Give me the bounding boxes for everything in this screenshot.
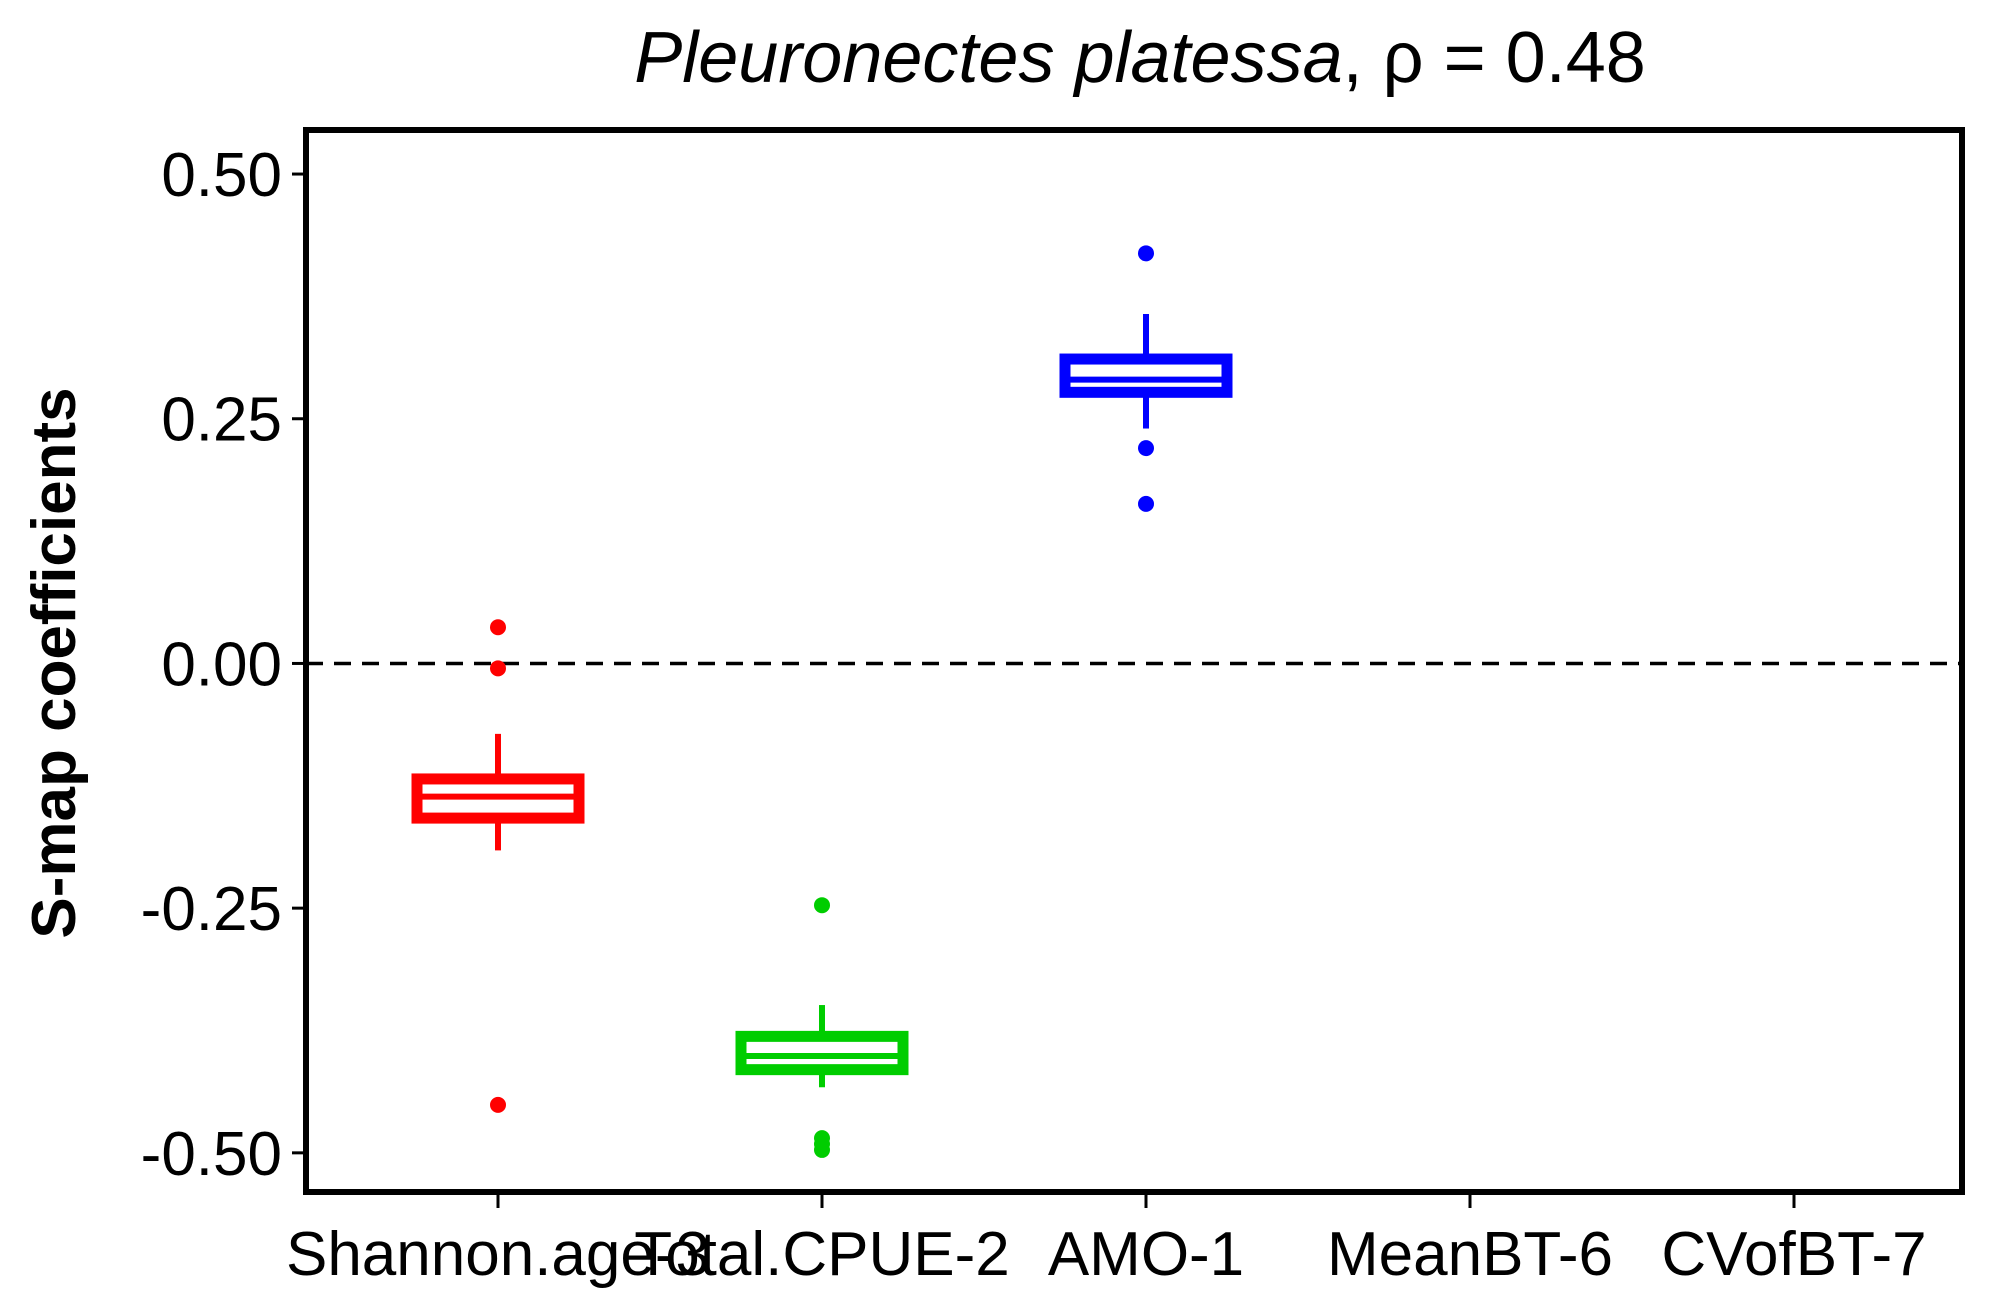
outlier-point	[490, 1096, 506, 1113]
outlier-point	[490, 660, 506, 677]
outlier-point	[1138, 440, 1154, 457]
x-tick-label: AMO-1	[1048, 1220, 1244, 1289]
y-tick-label: -0.50	[141, 1120, 282, 1189]
chart-title: Pleuronectes platessa, ρ = 0.48	[634, 18, 1646, 98]
outlier-point	[814, 1141, 830, 1158]
x-tick-label: MeanBT-6	[1327, 1220, 1613, 1289]
plot-border	[303, 127, 1965, 1195]
title-statistic: ρ = 0.48	[1383, 18, 1646, 98]
y-axis-label: S-map coefficients	[20, 387, 89, 938]
outlier-point	[1138, 495, 1154, 512]
plot-area	[306, 245, 1962, 1158]
y-axis: -0.50 -0.25 0.00 0.25 0.50	[141, 141, 306, 1189]
box-shannon-age-3	[411, 619, 585, 1113]
y-tick-label: 0.00	[161, 630, 282, 699]
x-tick-label: Shannon.age-3	[286, 1220, 710, 1289]
title-separator: ,	[1343, 18, 1383, 98]
x-tick-label: CVofBT-7	[1661, 1220, 1926, 1289]
outlier-point	[1138, 245, 1154, 262]
outlier-point	[490, 619, 506, 636]
box-iqr	[1059, 353, 1233, 398]
outlier-point	[814, 897, 830, 914]
title-species: Pleuronectes platessa	[634, 18, 1342, 98]
y-tick-label: 0.25	[161, 386, 282, 455]
x-tick-label: Total.CPUE-2	[634, 1220, 1010, 1289]
box-total-cpue-2	[735, 897, 909, 1158]
y-tick-label: 0.50	[161, 141, 282, 210]
box-amo-1	[1059, 245, 1233, 512]
y-tick-label: -0.25	[141, 875, 282, 944]
